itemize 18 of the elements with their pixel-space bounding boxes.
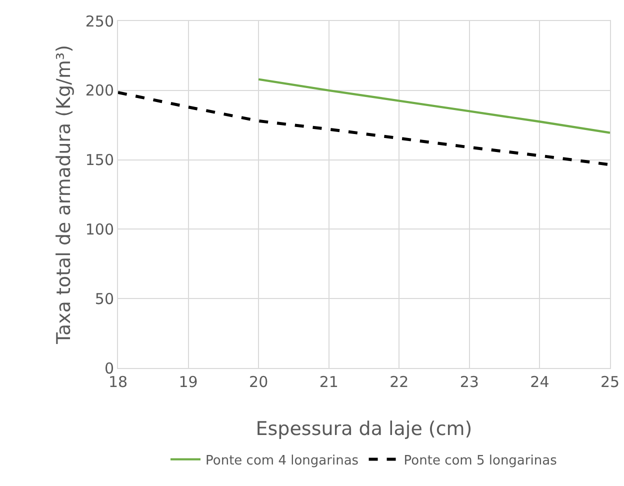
y-axis-title: Taxa total de armadura (Kg/m³) [53, 44, 75, 346]
legend-label: Ponte com 5 longarinas [404, 453, 558, 468]
x-tick-label: 25 [600, 373, 620, 391]
y-tick-label: 250 [85, 12, 114, 30]
line-series [118, 90, 610, 166]
x-tick-label: 20 [249, 373, 268, 391]
line-series [257, 78, 610, 134]
x-tick-label: 22 [390, 373, 409, 391]
x-tick-label: 24 [530, 373, 550, 391]
x-tick-label: 23 [460, 373, 479, 391]
y-tick-label: 100 [85, 220, 114, 238]
x-tick-label: 19 [178, 373, 198, 391]
legend-label: Ponte com 4 longarinas [206, 453, 359, 468]
x-tick-label: 21 [319, 373, 338, 391]
x-axis-title: Espessura da laje (cm) [256, 418, 472, 440]
y-tick-label: 200 [85, 82, 114, 100]
y-tick-label: 50 [94, 290, 114, 308]
y-tick-label: 150 [85, 151, 114, 170]
